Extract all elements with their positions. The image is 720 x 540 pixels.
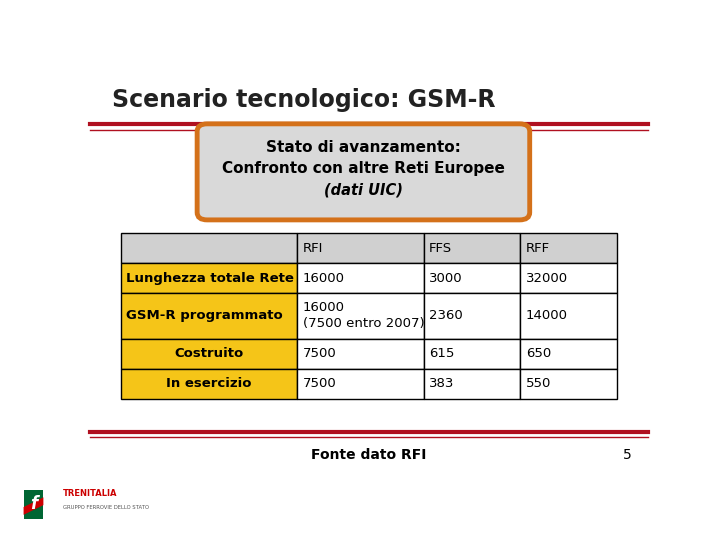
Text: Confronto con altre Reti Europee: Confronto con altre Reti Europee bbox=[222, 161, 505, 176]
Bar bbox=[297, 293, 423, 339]
Text: 32000: 32000 bbox=[526, 272, 568, 285]
Text: 14000: 14000 bbox=[526, 309, 568, 322]
Bar bbox=[121, 263, 297, 293]
Text: 615: 615 bbox=[429, 347, 454, 360]
Bar bbox=[297, 233, 423, 263]
Text: Scenario tecnologico: GSM-R: Scenario tecnologico: GSM-R bbox=[112, 87, 496, 112]
Text: Stato di avanzamento:: Stato di avanzamento: bbox=[266, 140, 461, 156]
Text: 2360: 2360 bbox=[429, 309, 463, 322]
Text: 7500: 7500 bbox=[302, 377, 336, 390]
Bar bbox=[297, 263, 423, 293]
Bar bbox=[121, 369, 297, 399]
Text: 16000
(7500 entro 2007): 16000 (7500 entro 2007) bbox=[302, 301, 424, 330]
Text: 383: 383 bbox=[429, 377, 454, 390]
Text: GRUPPO FERROVIE DELLO STATO: GRUPPO FERROVIE DELLO STATO bbox=[63, 505, 149, 510]
Text: GSM-R programmato: GSM-R programmato bbox=[126, 309, 283, 322]
Bar bbox=[121, 233, 297, 263]
Bar bbox=[423, 293, 521, 339]
Text: FFS: FFS bbox=[429, 242, 452, 255]
Text: 3000: 3000 bbox=[429, 272, 463, 285]
Text: RFI: RFI bbox=[302, 242, 323, 255]
Text: (dati UIC): (dati UIC) bbox=[324, 182, 403, 197]
Text: 7500: 7500 bbox=[302, 347, 336, 360]
Text: RFF: RFF bbox=[526, 242, 550, 255]
Polygon shape bbox=[24, 497, 43, 515]
Bar bbox=[121, 293, 297, 339]
Bar bbox=[521, 339, 617, 369]
Bar bbox=[297, 339, 423, 369]
Bar bbox=[423, 369, 521, 399]
Text: 5: 5 bbox=[623, 448, 631, 462]
Text: Lunghezza totale Rete: Lunghezza totale Rete bbox=[126, 272, 294, 285]
Text: In esercizio: In esercizio bbox=[166, 377, 251, 390]
Bar bbox=[423, 263, 521, 293]
Bar bbox=[121, 339, 297, 369]
Text: Costruito: Costruito bbox=[174, 347, 243, 360]
Text: Fonte dato RFI: Fonte dato RFI bbox=[311, 448, 427, 462]
Bar bbox=[423, 233, 521, 263]
Text: 16000: 16000 bbox=[302, 272, 345, 285]
Bar bbox=[423, 339, 521, 369]
Bar bbox=[521, 263, 617, 293]
FancyBboxPatch shape bbox=[197, 124, 530, 220]
Text: f: f bbox=[30, 495, 37, 513]
Bar bbox=[521, 369, 617, 399]
Bar bbox=[521, 233, 617, 263]
Polygon shape bbox=[24, 490, 43, 519]
Text: 650: 650 bbox=[526, 347, 552, 360]
Text: TRENITALIA: TRENITALIA bbox=[63, 489, 118, 498]
Bar bbox=[521, 293, 617, 339]
Bar bbox=[297, 369, 423, 399]
Text: 550: 550 bbox=[526, 377, 552, 390]
